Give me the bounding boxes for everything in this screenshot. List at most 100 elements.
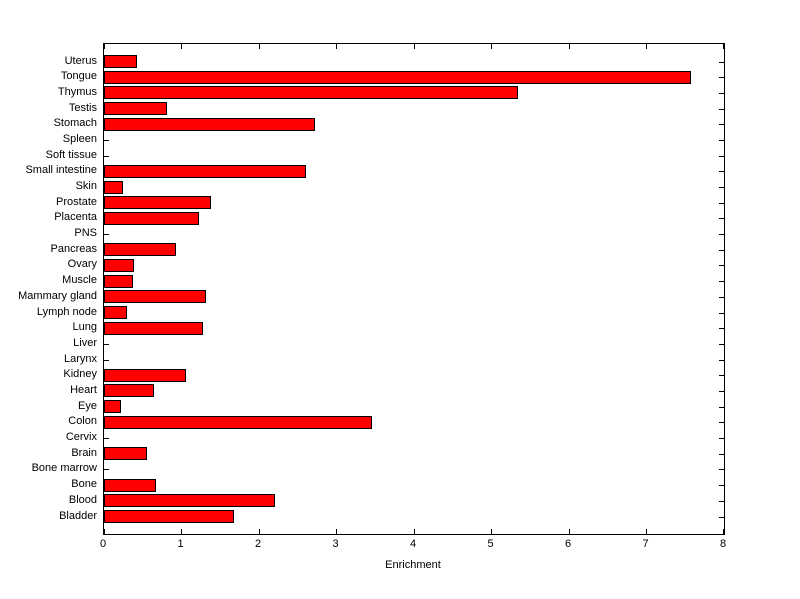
category-label: Blood bbox=[68, 493, 97, 506]
y-tick-right bbox=[719, 438, 724, 440]
category-label: Ovary bbox=[67, 258, 97, 271]
bar bbox=[104, 415, 373, 429]
y-tick-right bbox=[719, 124, 724, 126]
category-label: Brain bbox=[71, 446, 97, 459]
y-tick-right bbox=[719, 453, 724, 455]
plot-area bbox=[103, 43, 725, 535]
bar bbox=[104, 368, 187, 382]
category-label: Pancreas bbox=[50, 242, 97, 255]
bar bbox=[104, 510, 235, 523]
bar bbox=[104, 494, 275, 508]
bar bbox=[104, 478, 156, 492]
x-tick-label: 6 bbox=[564, 538, 572, 550]
x-tick-bottom bbox=[723, 529, 724, 534]
category-label: Uterus bbox=[64, 54, 97, 67]
category-label: Eye bbox=[78, 399, 97, 412]
category-label: Soft tissue bbox=[45, 148, 97, 161]
x-tick-top bbox=[723, 44, 724, 49]
bar bbox=[104, 164, 306, 178]
bar bbox=[104, 196, 211, 210]
x-tick-label: 7 bbox=[642, 538, 649, 550]
y-tick-right bbox=[719, 218, 724, 220]
y-tick-right bbox=[719, 281, 724, 283]
category-label: Colon bbox=[68, 415, 97, 428]
x-axis-title: Enrichment bbox=[385, 559, 441, 571]
y-tick-right bbox=[719, 500, 724, 502]
x-tick-bottom bbox=[336, 529, 337, 534]
y-tick-left bbox=[104, 359, 109, 361]
y-tick-right bbox=[719, 234, 724, 236]
bar bbox=[104, 306, 128, 320]
bar bbox=[104, 447, 148, 461]
y-tick-right bbox=[719, 375, 724, 377]
bar bbox=[104, 55, 137, 68]
bar bbox=[104, 290, 207, 304]
x-tick-bottom bbox=[568, 529, 570, 534]
category-label: Larynx bbox=[63, 352, 97, 365]
y-tick-right bbox=[719, 249, 724, 251]
category-label: Spleen bbox=[62, 132, 97, 145]
x-tick-label: 3 bbox=[332, 538, 339, 550]
bar bbox=[104, 117, 315, 131]
y-tick-right bbox=[719, 343, 724, 345]
x-tick-label: 4 bbox=[409, 538, 417, 550]
y-tick-left bbox=[104, 343, 109, 345]
category-label: Mammary gland bbox=[18, 289, 97, 302]
category-label: Lymph node bbox=[36, 305, 97, 318]
x-tick-bottom bbox=[413, 529, 415, 534]
y-tick-right bbox=[719, 187, 724, 189]
category-label: Bone bbox=[71, 478, 97, 491]
bar bbox=[104, 400, 122, 414]
y-tick-left bbox=[104, 155, 109, 157]
x-tick-bottom bbox=[491, 529, 492, 534]
y-tick-right bbox=[719, 77, 724, 79]
bar bbox=[104, 384, 154, 398]
bar bbox=[104, 321, 204, 335]
bar bbox=[104, 258, 135, 272]
y-tick-right bbox=[719, 171, 724, 173]
x-tick-label: 1 bbox=[177, 538, 184, 550]
y-tick-right bbox=[719, 485, 724, 487]
x-tick-label: 2 bbox=[254, 538, 262, 550]
y-tick-right bbox=[719, 406, 724, 408]
bar bbox=[104, 274, 133, 288]
x-tick-top bbox=[336, 44, 337, 49]
category-label: Skin bbox=[75, 180, 97, 193]
y-tick-right bbox=[719, 390, 724, 392]
x-tick-bottom bbox=[104, 529, 105, 534]
category-label: Liver bbox=[73, 336, 97, 349]
y-tick-right bbox=[719, 422, 724, 424]
category-label: Testis bbox=[68, 101, 97, 114]
x-tick-top bbox=[181, 44, 182, 49]
category-label: Kidney bbox=[63, 368, 97, 381]
x-tick-top bbox=[491, 44, 492, 49]
x-tick-top bbox=[413, 44, 415, 49]
y-tick-right bbox=[719, 516, 724, 518]
category-label: Bladder bbox=[59, 509, 97, 522]
category-label: Placenta bbox=[54, 211, 97, 224]
y-tick-left bbox=[104, 139, 109, 141]
y-tick-right bbox=[719, 92, 724, 94]
y-tick-right bbox=[719, 296, 724, 298]
y-tick-right bbox=[719, 108, 724, 110]
category-label: Heart bbox=[70, 383, 97, 396]
category-label: Stomach bbox=[53, 117, 97, 130]
bar bbox=[104, 180, 123, 194]
y-tick-right bbox=[719, 328, 724, 330]
y-tick-right bbox=[719, 155, 724, 157]
category-label: Prostate bbox=[56, 195, 97, 208]
x-tick-top bbox=[568, 44, 570, 49]
y-tick-left bbox=[104, 469, 109, 471]
x-tick-label: 5 bbox=[487, 538, 494, 550]
bar bbox=[104, 211, 200, 225]
category-label: Bone marrow bbox=[31, 462, 97, 475]
y-tick-right bbox=[719, 359, 724, 361]
y-tick-right bbox=[719, 312, 724, 314]
bar bbox=[104, 102, 167, 116]
x-tick-bottom bbox=[181, 529, 182, 534]
bar bbox=[104, 70, 692, 84]
category-label: Muscle bbox=[62, 274, 97, 287]
x-tick-bottom bbox=[646, 529, 647, 534]
x-tick-label: 8 bbox=[719, 538, 727, 550]
